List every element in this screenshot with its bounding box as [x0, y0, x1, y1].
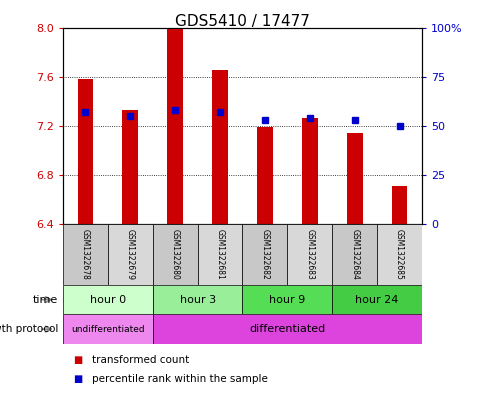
Text: percentile rank within the sample: percentile rank within the sample	[92, 374, 268, 384]
Bar	[242, 285, 332, 314]
Bar	[257, 127, 272, 224]
Text: undifferentiated: undifferentiated	[71, 325, 144, 334]
Text: ■: ■	[73, 374, 82, 384]
Bar	[346, 133, 362, 224]
Text: transformed count: transformed count	[92, 354, 189, 365]
Bar	[242, 224, 287, 285]
Text: hour 9: hour 9	[269, 295, 305, 305]
Bar	[63, 224, 107, 285]
Bar	[152, 224, 197, 285]
Bar	[391, 186, 407, 224]
Text: hour 0: hour 0	[90, 295, 126, 305]
Bar	[107, 224, 152, 285]
Text: growth protocol: growth protocol	[0, 324, 58, 334]
Bar	[63, 285, 152, 314]
Bar	[152, 285, 242, 314]
Bar	[122, 110, 138, 224]
Text: GSM1322684: GSM1322684	[349, 229, 359, 280]
Text: GSM1322680: GSM1322680	[170, 229, 180, 280]
Text: hour 3: hour 3	[179, 295, 215, 305]
Bar	[212, 70, 227, 224]
Text: time: time	[33, 295, 58, 305]
Bar	[332, 285, 421, 314]
Bar	[332, 224, 376, 285]
Text: GSM1322683: GSM1322683	[304, 229, 314, 280]
Bar	[197, 224, 242, 285]
Bar	[152, 314, 421, 344]
Bar	[63, 314, 152, 344]
Text: GDS5410 / 17477: GDS5410 / 17477	[175, 14, 309, 29]
Text: ■: ■	[73, 354, 82, 365]
Bar	[376, 224, 421, 285]
Text: GSM1322678: GSM1322678	[81, 229, 90, 280]
Text: GSM1322685: GSM1322685	[394, 229, 403, 280]
Bar	[167, 28, 182, 224]
Text: differentiated: differentiated	[249, 324, 325, 334]
Text: hour 24: hour 24	[355, 295, 398, 305]
Bar	[302, 118, 317, 224]
Bar	[77, 79, 93, 224]
Text: GSM1322681: GSM1322681	[215, 229, 224, 280]
Bar	[287, 224, 332, 285]
Text: GSM1322679: GSM1322679	[125, 229, 135, 280]
Text: GSM1322682: GSM1322682	[260, 229, 269, 280]
